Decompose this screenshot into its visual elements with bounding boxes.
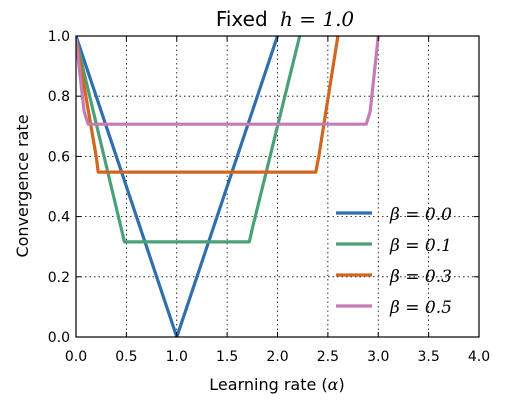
series-line-2 [76, 36, 340, 174]
series-lines [76, 36, 380, 337]
x-tick-label: 0.0 [65, 349, 87, 365]
x-tick-label: 2.5 [317, 349, 339, 365]
chart-title-prefix: Fixed [216, 7, 268, 31]
x-tick-label: 3.0 [367, 349, 389, 365]
y-tick-label: 0.6 [48, 149, 70, 165]
series-line-3 [76, 36, 380, 126]
legend-label-1: β = 0.1 [389, 236, 452, 256]
y-tick-label: 0.0 [48, 330, 70, 346]
x-axis-label: Learning rate (α) [209, 375, 344, 394]
y-tick-label: 0.2 [48, 270, 70, 286]
series-line-1 [76, 36, 302, 244]
chart-title-math: h = 1.0 [280, 7, 354, 31]
y-tick-label: 0.4 [48, 210, 70, 226]
series-line-0 [76, 36, 280, 337]
legend-label-0: β = 0.0 [389, 205, 452, 225]
x-axis-label-math: α [328, 375, 339, 394]
x-axis-label-text: Learning rate ( [209, 375, 327, 394]
y-tick-label: 1.0 [48, 29, 70, 45]
x-axis-label-suffix: ) [338, 375, 344, 394]
legend: β = 0.0 β = 0.1 β = 0.3 β = 0.5 [336, 205, 452, 318]
chart-title: Fixed h = 1.0 [216, 7, 355, 31]
x-tick-label: 4.0 [468, 349, 490, 365]
x-tick-label: 3.5 [417, 349, 439, 365]
x-tick-label: 1.5 [216, 349, 238, 365]
legend-label-3: β = 0.5 [389, 298, 452, 318]
y-tick-label: 0.8 [48, 89, 70, 105]
x-tick-label: 2.0 [266, 349, 288, 365]
grid-lines [75, 35, 480, 338]
x-tick-label: 1.0 [166, 349, 188, 365]
axis-ticks: 0.0 0.5 1.0 1.5 2.0 2.5 3.0 3.5 4.0 0.0 0.2 0.4 0.6 0… [48, 29, 490, 365]
y-axis-label: Convergence rate [13, 114, 32, 257]
x-tick-label: 0.5 [115, 349, 137, 365]
legend-label-2: β = 0.3 [389, 267, 452, 287]
